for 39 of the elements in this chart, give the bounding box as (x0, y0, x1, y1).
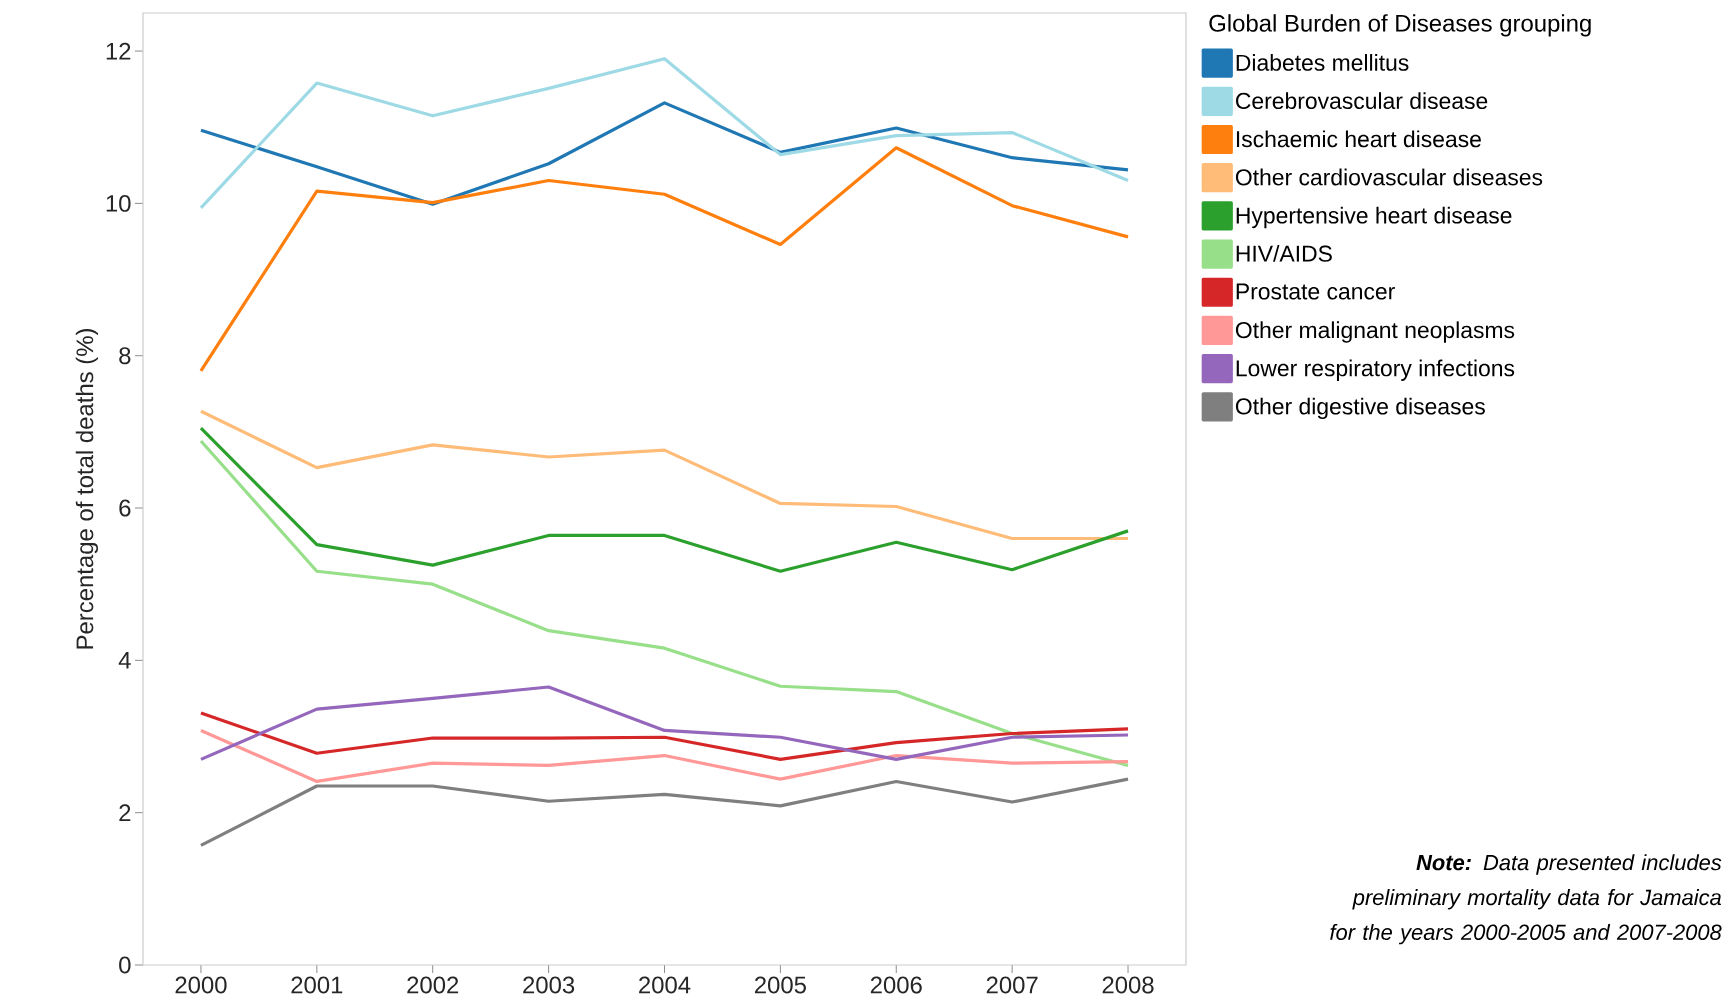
line-series (199, 409, 1130, 541)
legend-label: Ischaemic heart disease (1236, 130, 1481, 148)
legend-label: Prostate cancer (1236, 283, 1395, 300)
line-series (199, 777, 1130, 848)
legend-label: Hypertensive heart disease (1236, 206, 1512, 229)
legend-title: Global Burden of Diseases grouping (1209, 14, 1591, 37)
x-tick-label: 2002 (407, 976, 459, 994)
y-tick-label: 10 (106, 194, 131, 212)
line-series (199, 711, 1130, 761)
legend-label: HIV/AIDS (1236, 244, 1332, 262)
line-series (199, 101, 1130, 206)
line-series (199, 685, 1130, 761)
y-tick-label: 0 (119, 956, 131, 974)
y-tick-label: 6 (119, 499, 131, 517)
line-series (199, 426, 1130, 573)
x-tick-label: 2000 (175, 976, 227, 994)
line-series (199, 728, 1130, 784)
line-series (199, 439, 1130, 768)
legend-label: Other digestive diseases (1235, 397, 1485, 420)
text: Note: Data presented includes preliminary mortality data for Jamaica for the years 2000-2005 and 2007-2008 (1330, 854, 1722, 945)
x-tick-label: 2004 (639, 976, 691, 994)
legend-label: Other malignant neoplasms (1235, 321, 1515, 343)
x-tick-label: 2008 (1102, 976, 1154, 994)
x-tick-label: 2001 (291, 976, 343, 994)
x-tick-label: 2003 (523, 976, 575, 994)
line-series (199, 57, 1130, 210)
legend-label: Cerebrovascular disease (1236, 92, 1488, 110)
y-tick-label: 2 (119, 804, 131, 822)
y-axis-title: Percentage of total deaths (%) (75, 329, 99, 649)
x-tick-label: 2005 (754, 976, 806, 994)
y-tick-label: 4 (118, 652, 131, 669)
legend-label: Lower respiratory infections (1236, 359, 1515, 381)
y-tick-label: 12 (106, 42, 131, 60)
line-series (199, 146, 1130, 373)
legend-label: Diabetes mellitus (1236, 54, 1409, 71)
legend-label: Other cardiovascular diseases (1235, 168, 1543, 186)
x-tick-label: 2007 (986, 976, 1038, 994)
y-tick-label: 8 (119, 347, 131, 365)
x-tick-label: 2006 (870, 976, 922, 994)
